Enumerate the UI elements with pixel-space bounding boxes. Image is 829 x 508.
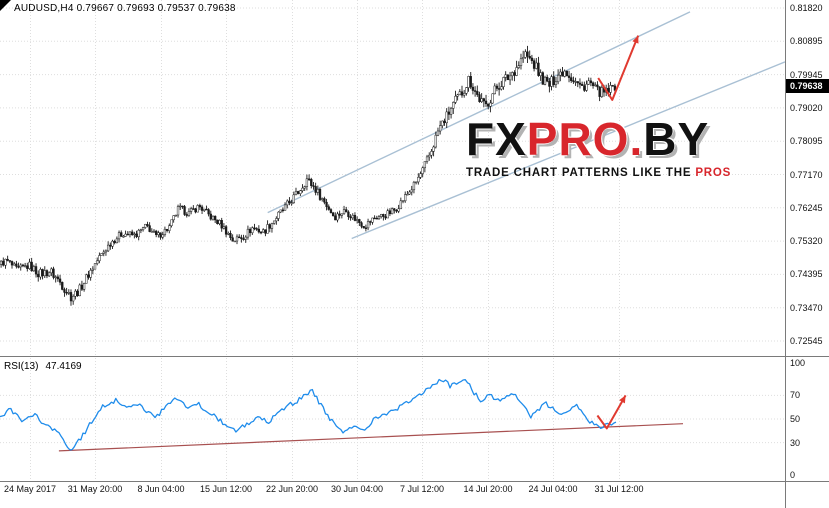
price-tick-label: 0.74395 bbox=[790, 269, 823, 280]
time-tick-label: 31 May 20:00 bbox=[67, 484, 123, 494]
rsi-chart[interactable] bbox=[0, 358, 785, 481]
logo-by: BY bbox=[643, 113, 710, 165]
price-axis: 0.81820 0.80895 0.79945 0.79020 0.78095 0.771… bbox=[785, 0, 829, 508]
time-axis: 24 May 2017 31 May 20:00 8 Jun 04:00 15 Jun… bbox=[0, 482, 785, 508]
symbol-ohlc-info: AUDUSD,H4 0.79667 0.79693 0.79537 0.7963… bbox=[14, 3, 236, 14]
time-tick-label: 31 Jul 12:00 bbox=[594, 484, 644, 494]
chart-corner-marker-icon bbox=[0, 0, 11, 11]
fxpro-tagline: TRADE CHART PATTERNS LIKE THE PROS bbox=[466, 167, 731, 179]
logo-pro: PRO bbox=[526, 113, 630, 165]
time-tick-label: 15 Jun 12:00 bbox=[199, 484, 253, 494]
rsi-tick-label: 0 bbox=[790, 470, 796, 480]
time-tick-label: 14 Jul 20:00 bbox=[463, 484, 513, 494]
price-tick-label: 0.77170 bbox=[790, 169, 823, 180]
price-tick-label: 0.79020 bbox=[790, 102, 823, 113]
panel-separator-bottom[interactable] bbox=[0, 481, 829, 482]
current-price-box: 0.79638 bbox=[786, 79, 829, 94]
tagline-accent: PROS bbox=[695, 167, 732, 179]
time-tick-label: 8 Jun 04:00 bbox=[137, 484, 185, 494]
rsi-tick-label: 30 bbox=[790, 437, 801, 448]
time-tick-label: 30 Jun 04:00 bbox=[330, 484, 384, 494]
time-tick-label: 24 Jul 04:00 bbox=[528, 484, 578, 494]
rsi-indicator-label: RSI(13) 47.4169 bbox=[4, 361, 82, 372]
price-tick-label: 0.75320 bbox=[790, 236, 823, 247]
price-tick-label: 0.80895 bbox=[790, 36, 823, 47]
candlestick-chart[interactable] bbox=[0, 0, 785, 356]
rsi-value: 47.4169 bbox=[45, 361, 82, 372]
price-tick-label: 0.81820 bbox=[790, 3, 823, 13]
price-tick-label: 0.72545 bbox=[790, 336, 823, 346]
price-tick-label: 0.76245 bbox=[790, 202, 823, 213]
rsi-name: RSI(13) bbox=[4, 361, 39, 372]
price-tick-label: 0.73470 bbox=[790, 302, 823, 313]
price-tick-label: 0.78095 bbox=[790, 136, 823, 147]
panel-separator-top[interactable] bbox=[0, 356, 829, 357]
logo-dot: . bbox=[629, 113, 644, 165]
rsi-tick-label: 100 bbox=[790, 358, 806, 368]
time-tick-label: 22 Jun 20:00 bbox=[265, 484, 319, 494]
fxpro-logo-text: FXPRO.BY bbox=[466, 116, 731, 162]
fxpro-watermark: FXPRO.BY TRADE CHART PATTERNS LIKE THE P… bbox=[466, 116, 731, 179]
rsi-tick-label: 70 bbox=[790, 390, 801, 401]
tagline-main: TRADE CHART PATTERNS LIKE THE bbox=[466, 167, 692, 179]
time-tick-label: 7 Jul 12:00 bbox=[399, 484, 445, 494]
time-tick-label: 24 May 2017 bbox=[3, 484, 57, 494]
price-tick-label: 0.79945 bbox=[790, 69, 823, 80]
logo-fx: FX bbox=[466, 113, 527, 165]
rsi-tick-label: 50 bbox=[790, 414, 801, 424]
